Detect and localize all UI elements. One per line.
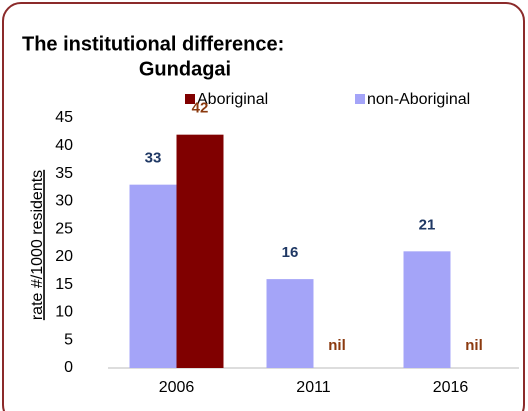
chart-title: The institutional difference: [22, 33, 284, 55]
chart-title: Gundagai [139, 58, 231, 80]
y-tick-label: 25 [55, 220, 73, 237]
bar [176, 134, 224, 368]
legend-swatch [355, 94, 365, 104]
y-tick-label: 45 [55, 109, 73, 126]
value-label: nil [465, 337, 483, 354]
bar [266, 279, 314, 368]
y-tick-label: 35 [55, 165, 73, 182]
y-tick-label: 40 [55, 137, 73, 154]
legend-label: non-Aboriginal [367, 91, 470, 108]
value-label: nil [328, 337, 346, 354]
legend-swatch [185, 94, 195, 104]
legend-label: Aboriginal [197, 91, 268, 108]
y-tick-label: 5 [64, 331, 73, 348]
y-tick-label: 20 [55, 248, 73, 265]
y-tick-label: 15 [55, 276, 73, 293]
bar [129, 184, 177, 368]
value-label: 16 [282, 244, 299, 261]
value-label: 33 [145, 150, 162, 167]
x-tick-label: 2011 [296, 379, 331, 396]
y-tick-label: 0 [64, 359, 73, 376]
y-tick-label: 10 [55, 304, 73, 321]
value-label: 42 [192, 100, 209, 117]
value-label: 21 [419, 216, 436, 233]
y-axis-label: rate #/1000 residents [29, 170, 46, 320]
x-tick-label: 2016 [433, 379, 469, 396]
x-tick-label: 2006 [159, 379, 195, 396]
bar [403, 251, 451, 368]
y-tick-label: 30 [55, 193, 73, 210]
